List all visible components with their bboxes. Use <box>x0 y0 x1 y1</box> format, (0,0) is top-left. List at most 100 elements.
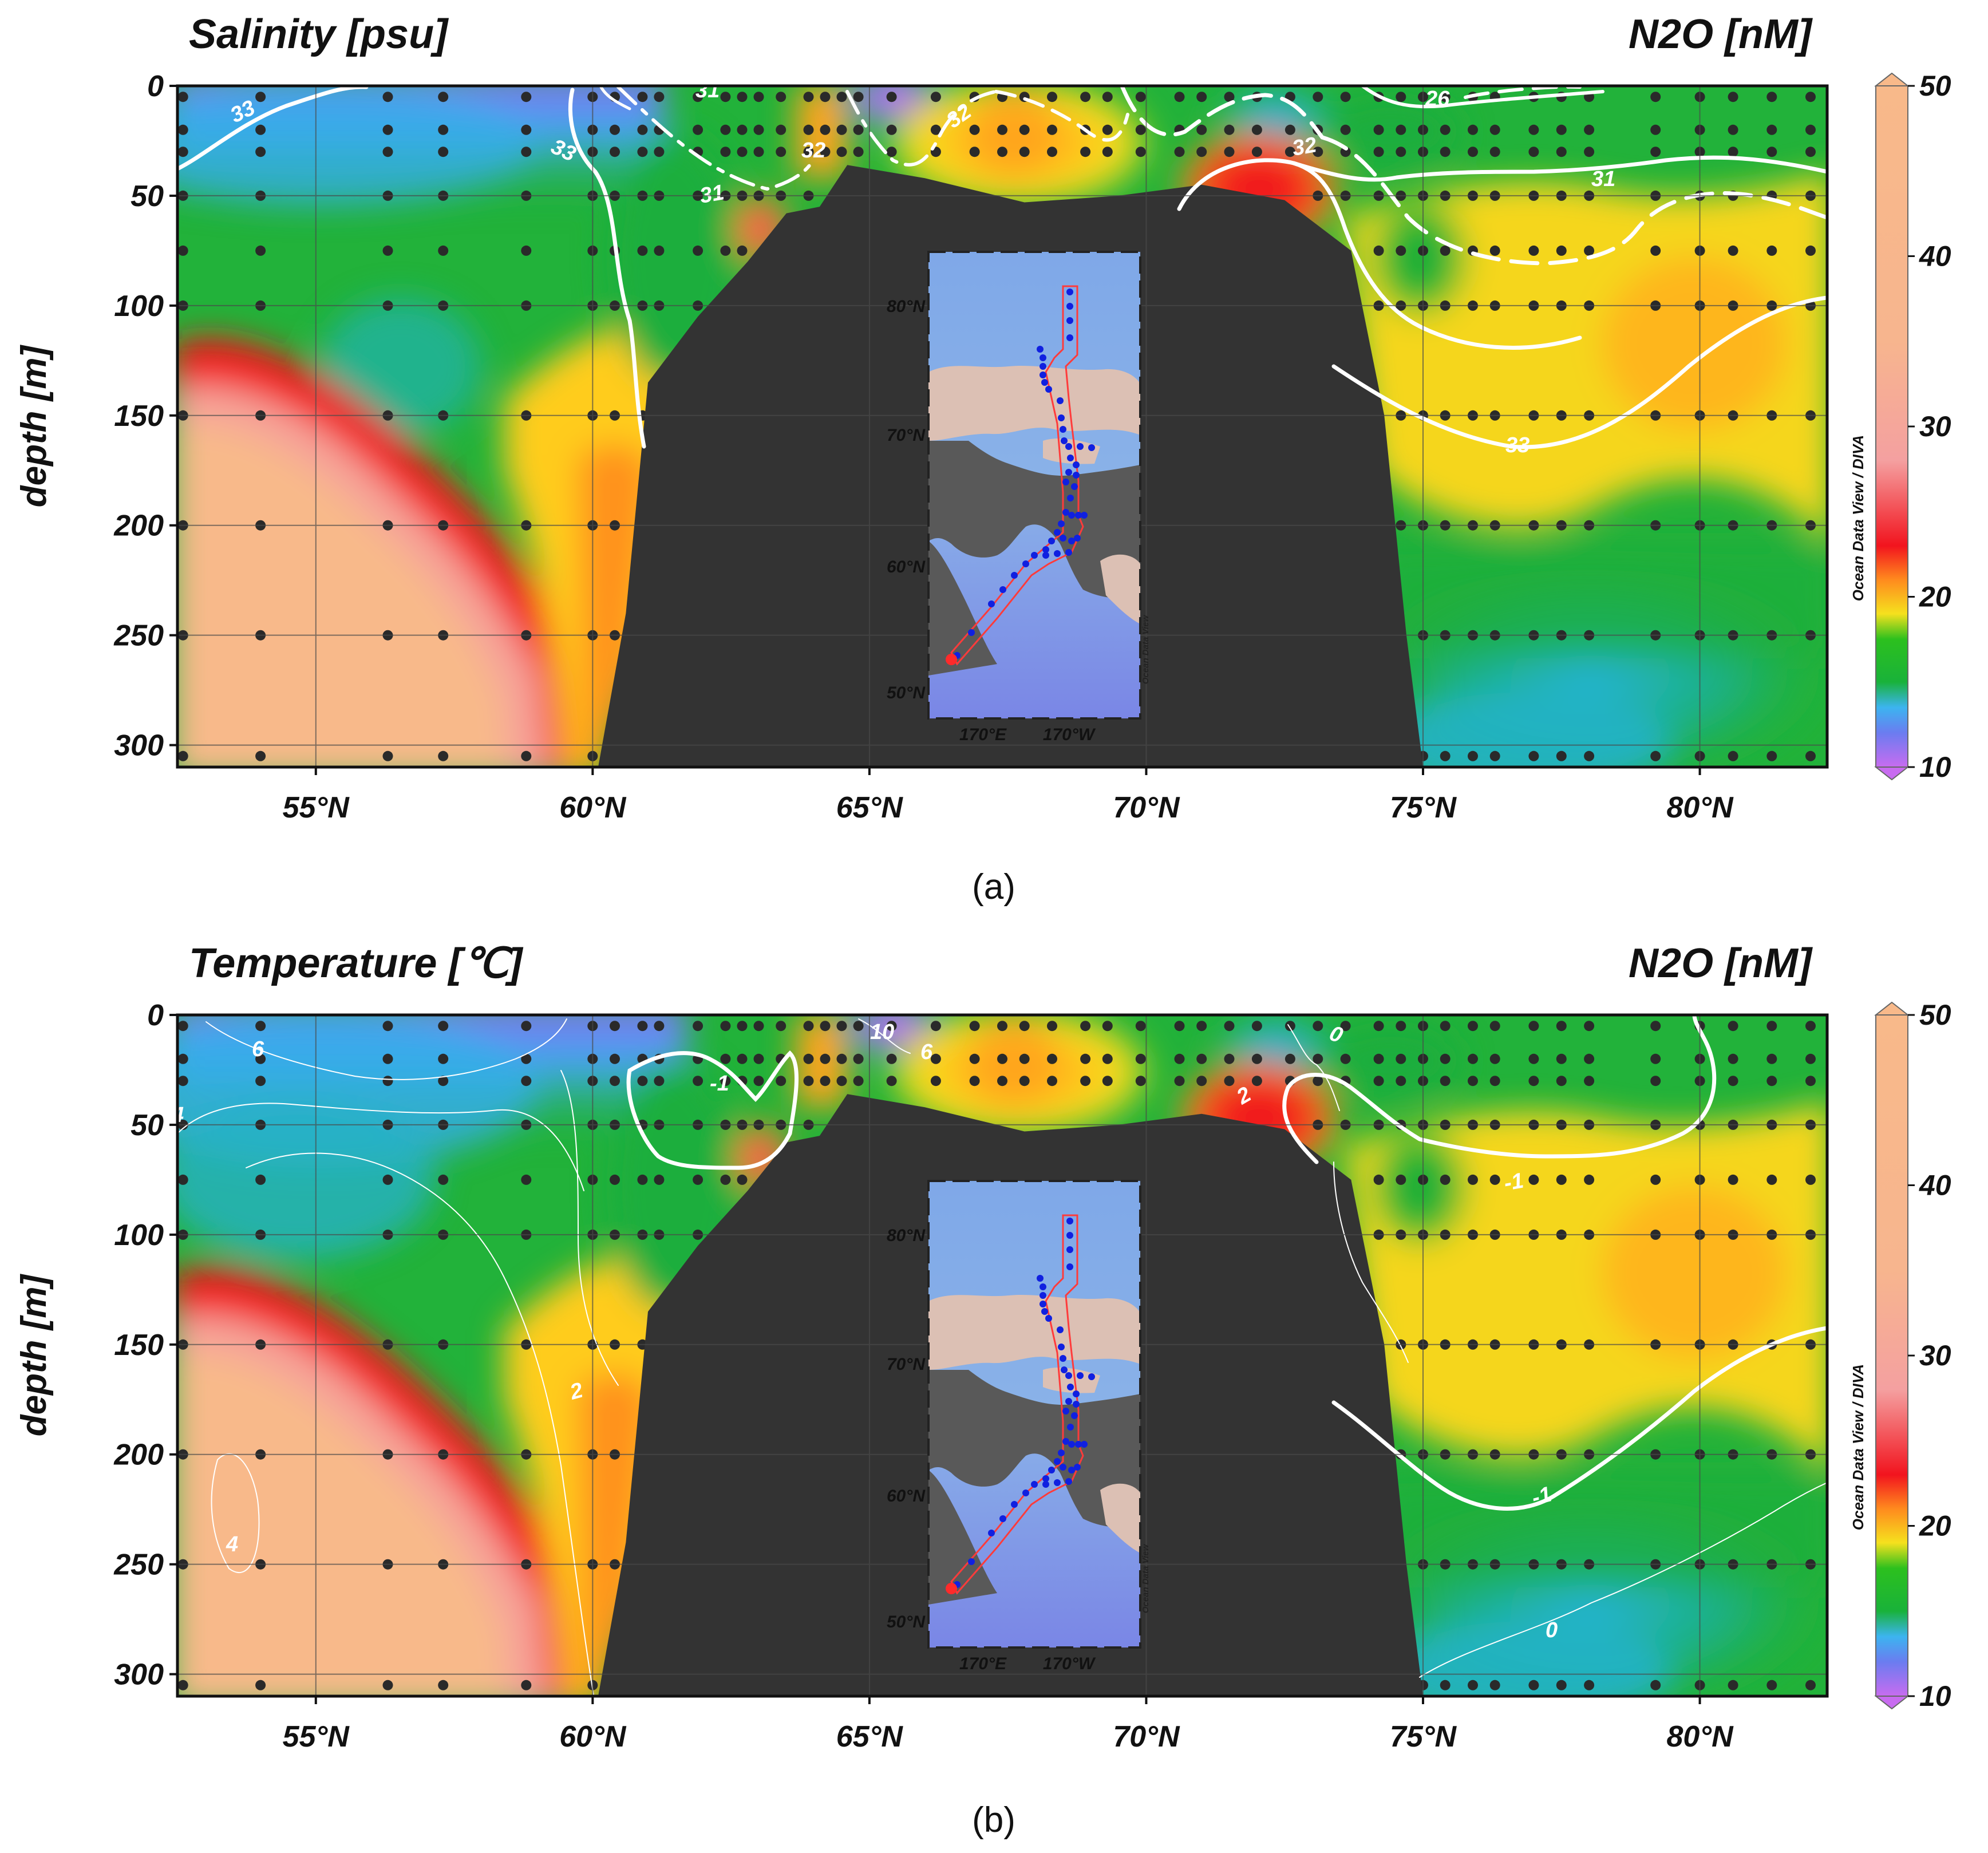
station-dot <box>1196 124 1207 135</box>
station-dot <box>1047 92 1057 102</box>
station-dot <box>1766 245 1777 256</box>
station-dot <box>1650 92 1661 102</box>
station-dot <box>1102 1021 1113 1032</box>
station-dot <box>382 1021 393 1032</box>
station-dot <box>969 124 980 135</box>
station-dot <box>1224 92 1235 102</box>
station-dot <box>1489 1680 1500 1690</box>
inset-station-dot <box>1074 535 1081 542</box>
inset-lat-label: 80°N <box>887 1226 926 1245</box>
inset-station-dot <box>1065 1398 1072 1405</box>
y-tick-label: 150 <box>114 400 164 433</box>
station-dot <box>969 1053 980 1064</box>
station-dot <box>753 92 764 102</box>
y-tick-label: 200 <box>113 1439 164 1472</box>
inset-station-dot <box>1058 1344 1065 1350</box>
station-dot <box>438 1021 449 1032</box>
inset-land <box>1043 1367 1100 1393</box>
station-dot <box>1728 750 1738 761</box>
station-dot <box>693 1076 703 1086</box>
station-dot <box>1396 147 1406 157</box>
inset-station-dot <box>999 1515 1006 1522</box>
station-dot <box>886 92 897 102</box>
station-dot <box>438 124 449 135</box>
panel-b-axes: 55°N 60°N 65°N 70°N 75°N 80°N0501001502002503… <box>113 999 1734 1753</box>
station-dot <box>382 92 393 102</box>
inset-station-dot <box>1057 1326 1064 1333</box>
station-dot <box>836 92 847 102</box>
station-dot <box>1728 245 1738 256</box>
station-dot <box>693 92 703 102</box>
contour-label: -1 <box>1502 1169 1525 1196</box>
station-dot <box>753 1021 764 1032</box>
station-dot <box>1805 1021 1816 1032</box>
x-tick-label: 55°N <box>283 1720 350 1753</box>
inset-station-dot <box>1022 1489 1029 1496</box>
inset-lat-label: 70°N <box>887 1355 926 1374</box>
x-tick-label: 80°N <box>1666 1720 1734 1753</box>
colorbar-credit: Ocean Data View / DIVA <box>1849 1364 1867 1530</box>
station-dot <box>1528 245 1539 256</box>
inset-station-dot <box>1088 1373 1095 1380</box>
inset-station-dot <box>1065 443 1072 450</box>
station-dot <box>1650 1680 1661 1690</box>
inset-lat-label: 60°N <box>887 558 926 576</box>
station-dot <box>1489 147 1500 157</box>
station-dot <box>1556 1680 1567 1690</box>
station-dot <box>1440 124 1451 135</box>
station-dot <box>177 1076 188 1086</box>
inset-station-dot <box>1067 495 1074 501</box>
station-dot <box>1135 1053 1146 1064</box>
station-dot <box>853 1021 864 1032</box>
station-dot <box>1373 124 1384 135</box>
station-dot <box>1468 147 1478 157</box>
station-dot <box>1584 1053 1595 1064</box>
inset-land <box>928 441 1140 599</box>
station-dot <box>382 147 393 157</box>
station-dot <box>886 1076 897 1086</box>
inset-station-dot <box>1054 1479 1061 1486</box>
inset-station-dot <box>1048 538 1055 544</box>
station-dot <box>610 147 620 157</box>
inset-station-dot <box>1088 444 1095 451</box>
inset-station-dot <box>1058 520 1065 527</box>
station-dot <box>1251 1021 1262 1032</box>
station-dot <box>255 245 266 256</box>
station-dot <box>1650 1021 1661 1032</box>
colorbar-tick-label: 30 <box>1919 410 1951 442</box>
station-dot <box>521 245 532 256</box>
station-dot <box>177 124 188 135</box>
station-dot <box>1489 1021 1500 1032</box>
inset-station-dot <box>1061 1366 1068 1373</box>
station-dot <box>177 92 188 102</box>
station-dot <box>1047 1076 1057 1086</box>
inset-station-dot <box>1062 1438 1069 1445</box>
contour-label: 10 <box>870 1020 894 1044</box>
station-dot <box>1584 750 1595 761</box>
station-dot <box>836 1076 847 1086</box>
y-tick-label: 100 <box>114 1219 164 1252</box>
station-dot <box>1080 1053 1091 1064</box>
station-dot <box>255 750 266 761</box>
station-dot <box>654 1021 665 1032</box>
inset-station-dot <box>1067 1424 1074 1431</box>
station-dot <box>1224 1076 1235 1086</box>
station-dot <box>255 1053 266 1064</box>
station-dot <box>1135 124 1146 135</box>
station-dot <box>177 750 188 761</box>
station-dot <box>654 1076 665 1086</box>
inset-station-dot <box>1068 1467 1075 1473</box>
station-dot <box>737 1174 748 1185</box>
station-dot <box>1196 1053 1207 1064</box>
station-dot <box>1019 147 1030 157</box>
station-dot <box>720 124 731 135</box>
station-dot <box>1489 124 1500 135</box>
inset-station-dot <box>1041 379 1048 386</box>
inset-station-dot <box>988 1530 995 1536</box>
inset-station-dot <box>1068 538 1075 544</box>
station-dot <box>1080 1076 1091 1086</box>
station-dot <box>1556 1053 1567 1064</box>
station-dot <box>255 1680 266 1690</box>
station-dot <box>969 1021 980 1032</box>
station-dot <box>1728 92 1738 102</box>
